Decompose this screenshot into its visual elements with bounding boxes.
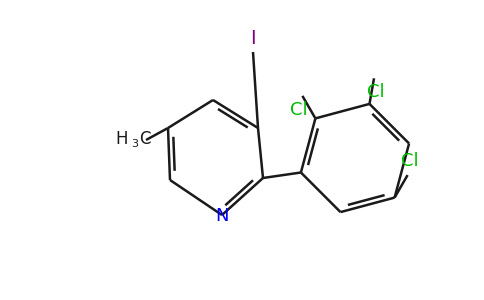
Text: Cl: Cl	[289, 101, 307, 119]
Text: I: I	[250, 29, 256, 49]
Text: H: H	[116, 130, 128, 148]
Text: N: N	[215, 207, 229, 225]
Text: Cl: Cl	[401, 152, 418, 170]
Text: C: C	[139, 130, 151, 148]
Text: Cl: Cl	[367, 83, 385, 101]
Text: 3: 3	[131, 139, 138, 149]
